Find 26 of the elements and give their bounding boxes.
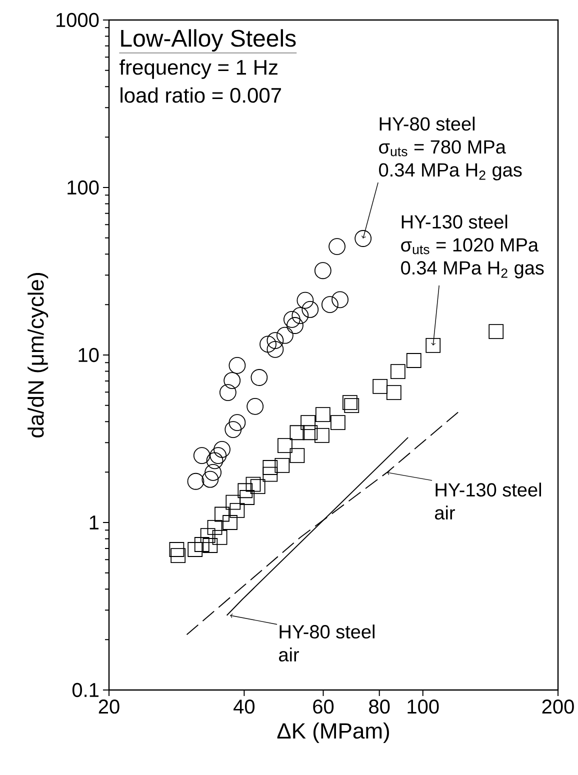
- annotation: σ$_{uts}$ = 1020 MPa: [401, 238, 539, 254]
- annotation: load ratio = 0.007: [120, 87, 281, 103]
- y-tick-label: 100: [68, 180, 99, 195]
- x-tick-label: 60: [313, 700, 334, 714]
- annotation: frequency = 1 Hz: [120, 59, 278, 79]
- annotation: 0.34 MPa H$_{2}$ gas: [379, 163, 522, 180]
- annotation: 0.34 MPa H$_{2}$ gas: [401, 261, 544, 278]
- annotation: air: [279, 648, 300, 662]
- x-tick-label: 20: [98, 700, 120, 714]
- x-tick-label: 80: [369, 700, 390, 714]
- annotation: HY-80 steel: [380, 116, 475, 131]
- chart-title: Low-Alloy Steels: [121, 29, 296, 52]
- x-tick-label: 40: [234, 700, 255, 714]
- x-tick-label: 100: [408, 700, 439, 714]
- annotation: air: [434, 506, 455, 520]
- annotation: HY-80 steel: [280, 624, 374, 639]
- y-tick-label: 0.1: [72, 682, 98, 698]
- annotation: σ$_{uts}$ = 780 MPa: [379, 140, 506, 156]
- x-axis-title: ΔK (MPam): [277, 722, 389, 744]
- x-tick-label: 200: [542, 700, 574, 714]
- y-tick-label: 1: [90, 516, 98, 530]
- y-axis-title: da/dN (μm/cycle): [28, 273, 48, 438]
- annotation: HY-130 steel: [436, 482, 541, 497]
- annotation: HY-130 steel: [402, 214, 508, 229]
- y-tick-label: 10: [78, 348, 99, 362]
- y-tick-label: 1000: [56, 12, 99, 28]
